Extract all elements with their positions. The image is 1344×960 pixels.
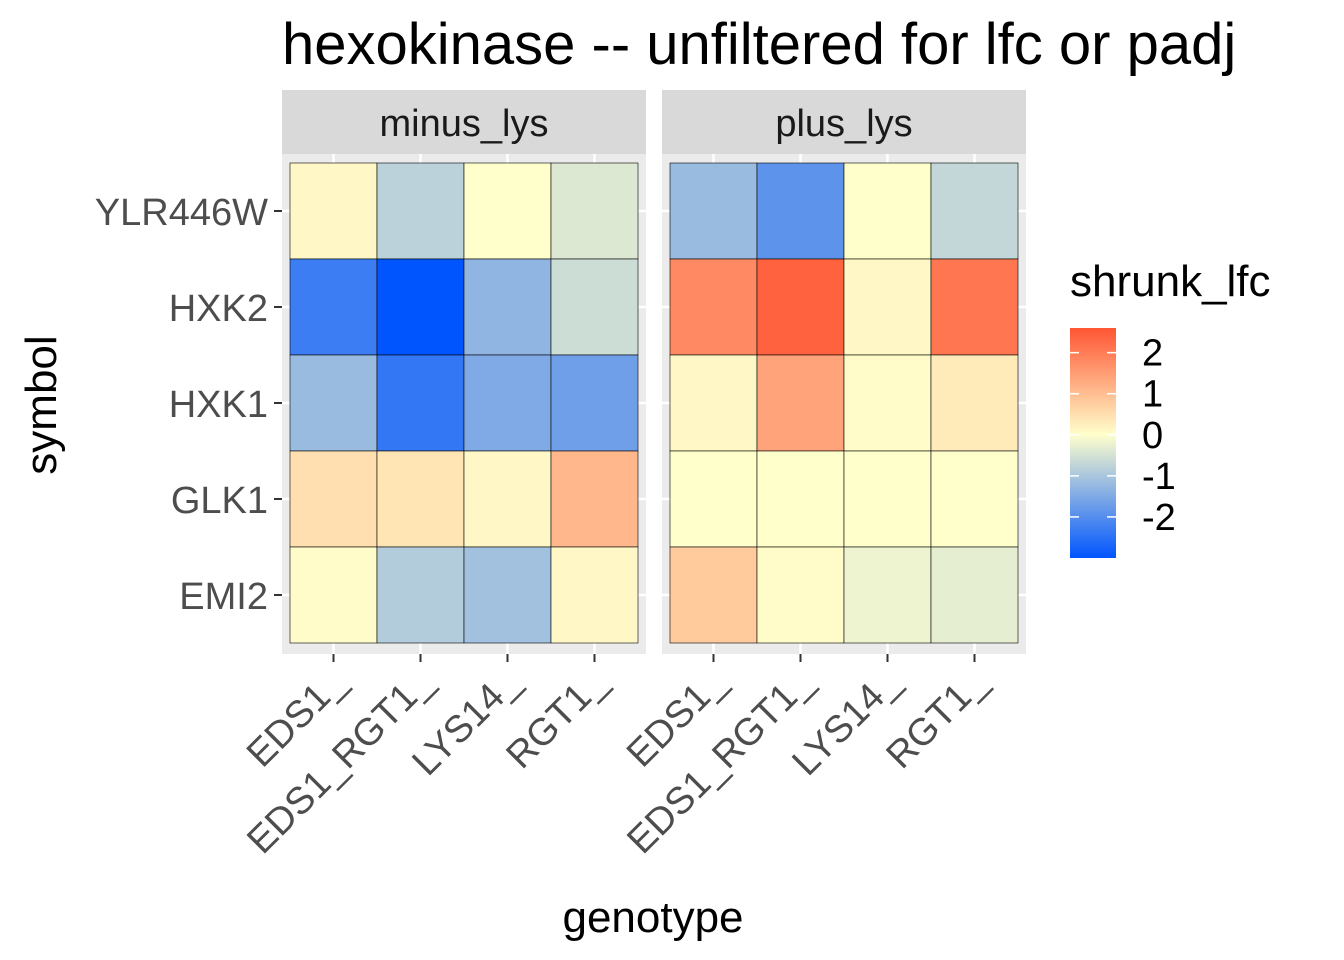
- heatmap-cell: [843, 546, 932, 644]
- heatmap-cell: [376, 546, 465, 644]
- y-tick-label: EMI2: [179, 576, 268, 618]
- heatmap-cell: [930, 450, 1019, 548]
- legend-tick-label: 0: [1142, 415, 1163, 457]
- facet-panel-plus_lys: plus_lys: [662, 90, 1026, 654]
- facet-strip-label: minus_lys: [380, 103, 549, 145]
- legend-tick-label: 2: [1142, 333, 1163, 375]
- x-tick-label: RGT1_: [879, 660, 996, 777]
- y-axis-title: symbol: [17, 335, 66, 474]
- facet-strip: [282, 90, 646, 154]
- heatmap-cell: [669, 354, 758, 452]
- heatmap-cell: [376, 354, 465, 452]
- heatmap-cell: [550, 546, 639, 644]
- heatmap-cell: [669, 546, 758, 644]
- heatmap-cell: [669, 162, 758, 260]
- y-tick-label: HXK2: [169, 288, 268, 330]
- heatmap-cell: [550, 162, 639, 260]
- heatmap-cell: [289, 546, 378, 644]
- heatmap-cell: [376, 162, 465, 260]
- heatmap-cell: [669, 258, 758, 356]
- legend-tick-label: 1: [1142, 374, 1163, 416]
- heatmap-cell: [463, 258, 552, 356]
- heatmap-cell: [930, 258, 1019, 356]
- heatmap-cell: [463, 354, 552, 452]
- facet-strip-label: plus_lys: [775, 103, 912, 145]
- heatmap-cell: [843, 354, 932, 452]
- legend-colorbar: [1070, 328, 1116, 558]
- chart-title: hexokinase -- unfiltered for lfc or padj: [282, 12, 1236, 77]
- heatmap-cell: [930, 162, 1019, 260]
- legend-title: shrunk_lfc: [1070, 257, 1271, 306]
- heatmap-cell: [463, 162, 552, 260]
- heatmap-cell: [289, 162, 378, 260]
- heatmap-cell: [843, 258, 932, 356]
- heatmap-cell: [930, 546, 1019, 644]
- y-axis: YLR446W HXK2 HXK1 GLK1 EMI2: [95, 192, 282, 618]
- y-tick-label: GLK1: [171, 480, 268, 522]
- facet-strip: [662, 90, 1026, 154]
- y-tick-label: YLR446W: [95, 192, 268, 234]
- heatmap-cell: [376, 450, 465, 548]
- color-legend: shrunk_lfc 210-1-2: [1070, 257, 1271, 558]
- heatmap-cell: [756, 354, 845, 452]
- heatmap-cell: [930, 354, 1019, 452]
- facet-panel-minus_lys: minus_lys: [282, 90, 646, 654]
- heatmap-cell: [463, 546, 552, 644]
- legend-tick-label: -2: [1142, 497, 1176, 539]
- legend-tick-label: -1: [1142, 456, 1176, 498]
- heatmap-cell: [289, 258, 378, 356]
- heatmap-cell: [756, 258, 845, 356]
- facet-panels: minus_lys plus_lys: [282, 90, 1026, 654]
- x-tick-label: RGT1_: [499, 660, 616, 777]
- heatmap-cell: [669, 450, 758, 548]
- heatmap-cell: [550, 258, 639, 356]
- heatmap-cell: [550, 354, 639, 452]
- y-tick-label: HXK1: [169, 384, 268, 426]
- heatmap-cell: [289, 354, 378, 452]
- heatmap-cell: [289, 450, 378, 548]
- heatmap-cell: [376, 258, 465, 356]
- heatmap-cell: [756, 546, 845, 644]
- heatmap-cell: [756, 162, 845, 260]
- heatmap-cell: [463, 450, 552, 548]
- legend-ticks: 210-1-2: [1070, 333, 1176, 539]
- x-axis-title: genotype: [562, 893, 743, 942]
- heatmap-cell: [843, 162, 932, 260]
- heatmap-cell: [843, 450, 932, 548]
- x-axis: EDS1_EDS1_RGT1_LYS14_RGT1_ EDS1_EDS1_RGT1…: [239, 654, 995, 862]
- heatmap-cell: [756, 450, 845, 548]
- heatmap-cell: [550, 450, 639, 548]
